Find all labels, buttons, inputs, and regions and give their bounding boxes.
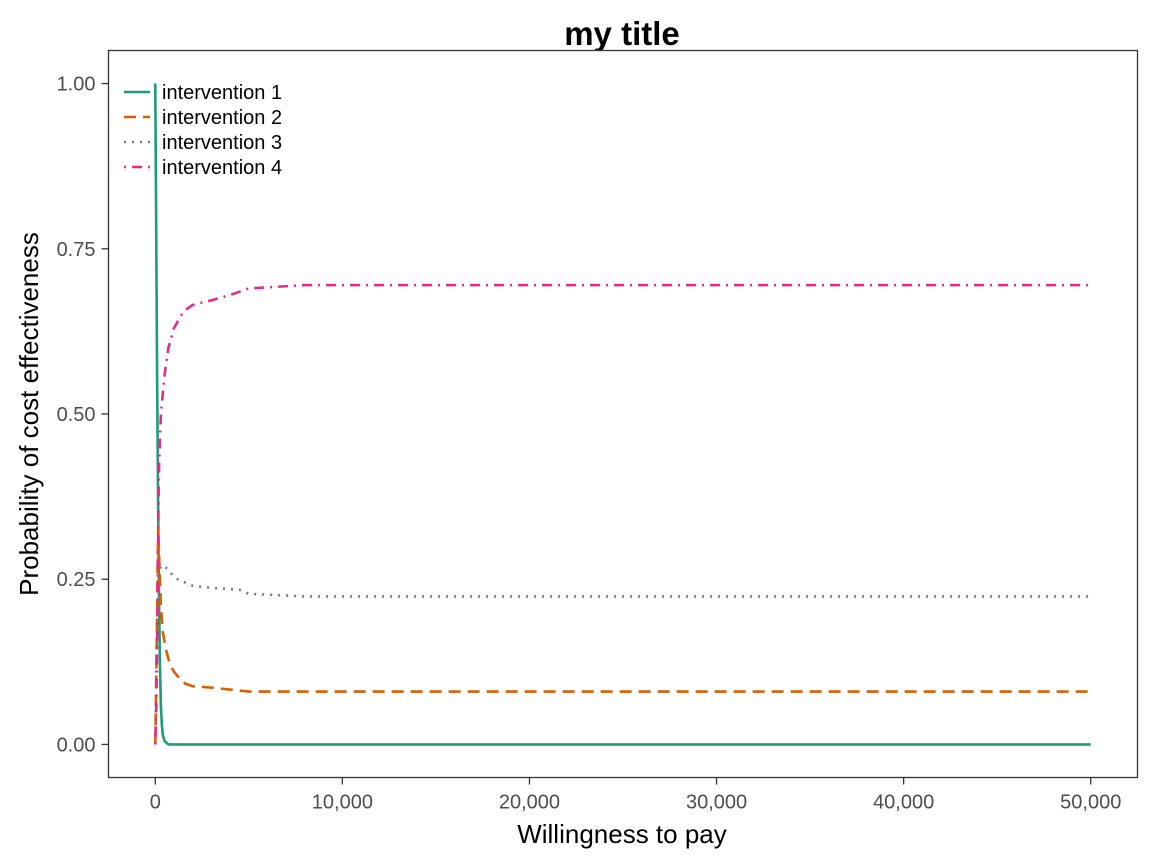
plot-panel [107,49,1139,779]
y-axis: 0.00 0.25 0.50 0.75 1.00 [57,74,109,756]
legend-label-4: intervention 4 [162,157,282,179]
series-line-2 [153,525,1091,745]
x-tick-label: 40,000 [873,792,934,814]
x-tick-label: 0 [150,792,161,814]
y-axis-title: Probability of cost effectiveness [14,232,44,596]
y-tick-label: 0.75 [57,239,96,261]
series-line-4 [153,283,1091,745]
series-layer [153,83,1091,746]
x-tick-label: 50,000 [1060,792,1121,814]
y-tick-label: 1.00 [57,74,96,96]
legend-label-1: intervention 1 [162,82,282,104]
x-tick-label: 20,000 [499,792,560,814]
x-tick-label: 10,000 [312,792,373,814]
x-axis: 0 10,000 20,000 30,000 40,000 50,000 [150,777,1121,814]
y-tick-label: 0.00 [57,734,96,756]
legend: intervention 1 intervention 2 intervention… [124,82,282,179]
legend-label-3: intervention 3 [162,132,282,154]
legend-label-2: intervention 2 [162,107,282,129]
y-tick-label: 0.50 [57,404,96,426]
x-axis-title: Willingness to pay [517,819,727,849]
x-tick-label: 30,000 [686,792,747,814]
chart-title: my title [564,15,680,52]
y-tick-label: 0.25 [57,569,96,591]
series-line-1 [153,83,1091,746]
